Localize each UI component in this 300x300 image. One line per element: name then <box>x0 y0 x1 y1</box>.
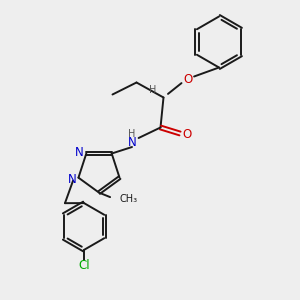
Text: H: H <box>128 129 136 139</box>
Text: O: O <box>182 128 191 142</box>
Text: N: N <box>75 146 84 158</box>
Text: H: H <box>149 85 157 95</box>
Text: CH₃: CH₃ <box>119 194 137 204</box>
Text: N: N <box>128 136 136 149</box>
Text: O: O <box>183 73 192 86</box>
Text: Cl: Cl <box>78 259 90 272</box>
Text: N: N <box>68 173 76 186</box>
